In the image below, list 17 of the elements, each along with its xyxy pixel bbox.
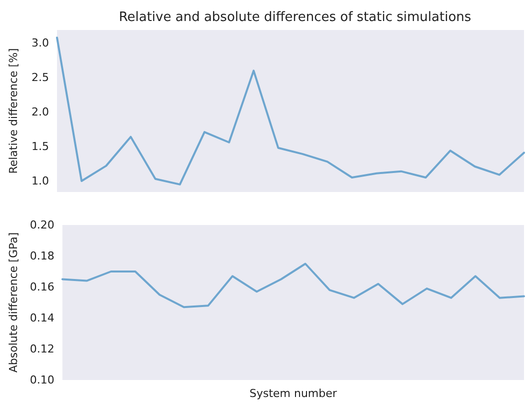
y-tick-label: 1.0 xyxy=(32,174,49,188)
y-tick-label: 0.12 xyxy=(30,342,54,356)
y-tick-label: 0.18 xyxy=(30,250,54,262)
y-tick-label: 0.20 xyxy=(30,218,54,232)
y-tick-label: 1.5 xyxy=(32,140,49,153)
y-tick-label: 2.5 xyxy=(32,71,49,84)
y-tick-label: 0.16 xyxy=(30,280,54,294)
line-series xyxy=(61,262,525,308)
y-tick-label: 2.0 xyxy=(32,106,49,119)
y-axis-title: Absolute difference [GPa] xyxy=(7,232,20,373)
y-axis-title: Relative difference [%] xyxy=(7,48,20,174)
y-tick-label: 0.14 xyxy=(30,312,54,324)
y-tick-label: 3.0 xyxy=(32,36,49,50)
y-tick-label: 0.10 xyxy=(30,374,54,386)
line-series xyxy=(56,36,525,186)
x-axis-title: System number xyxy=(249,387,338,400)
chart-title: Relative and absolute differences of static simulations xyxy=(118,10,472,25)
